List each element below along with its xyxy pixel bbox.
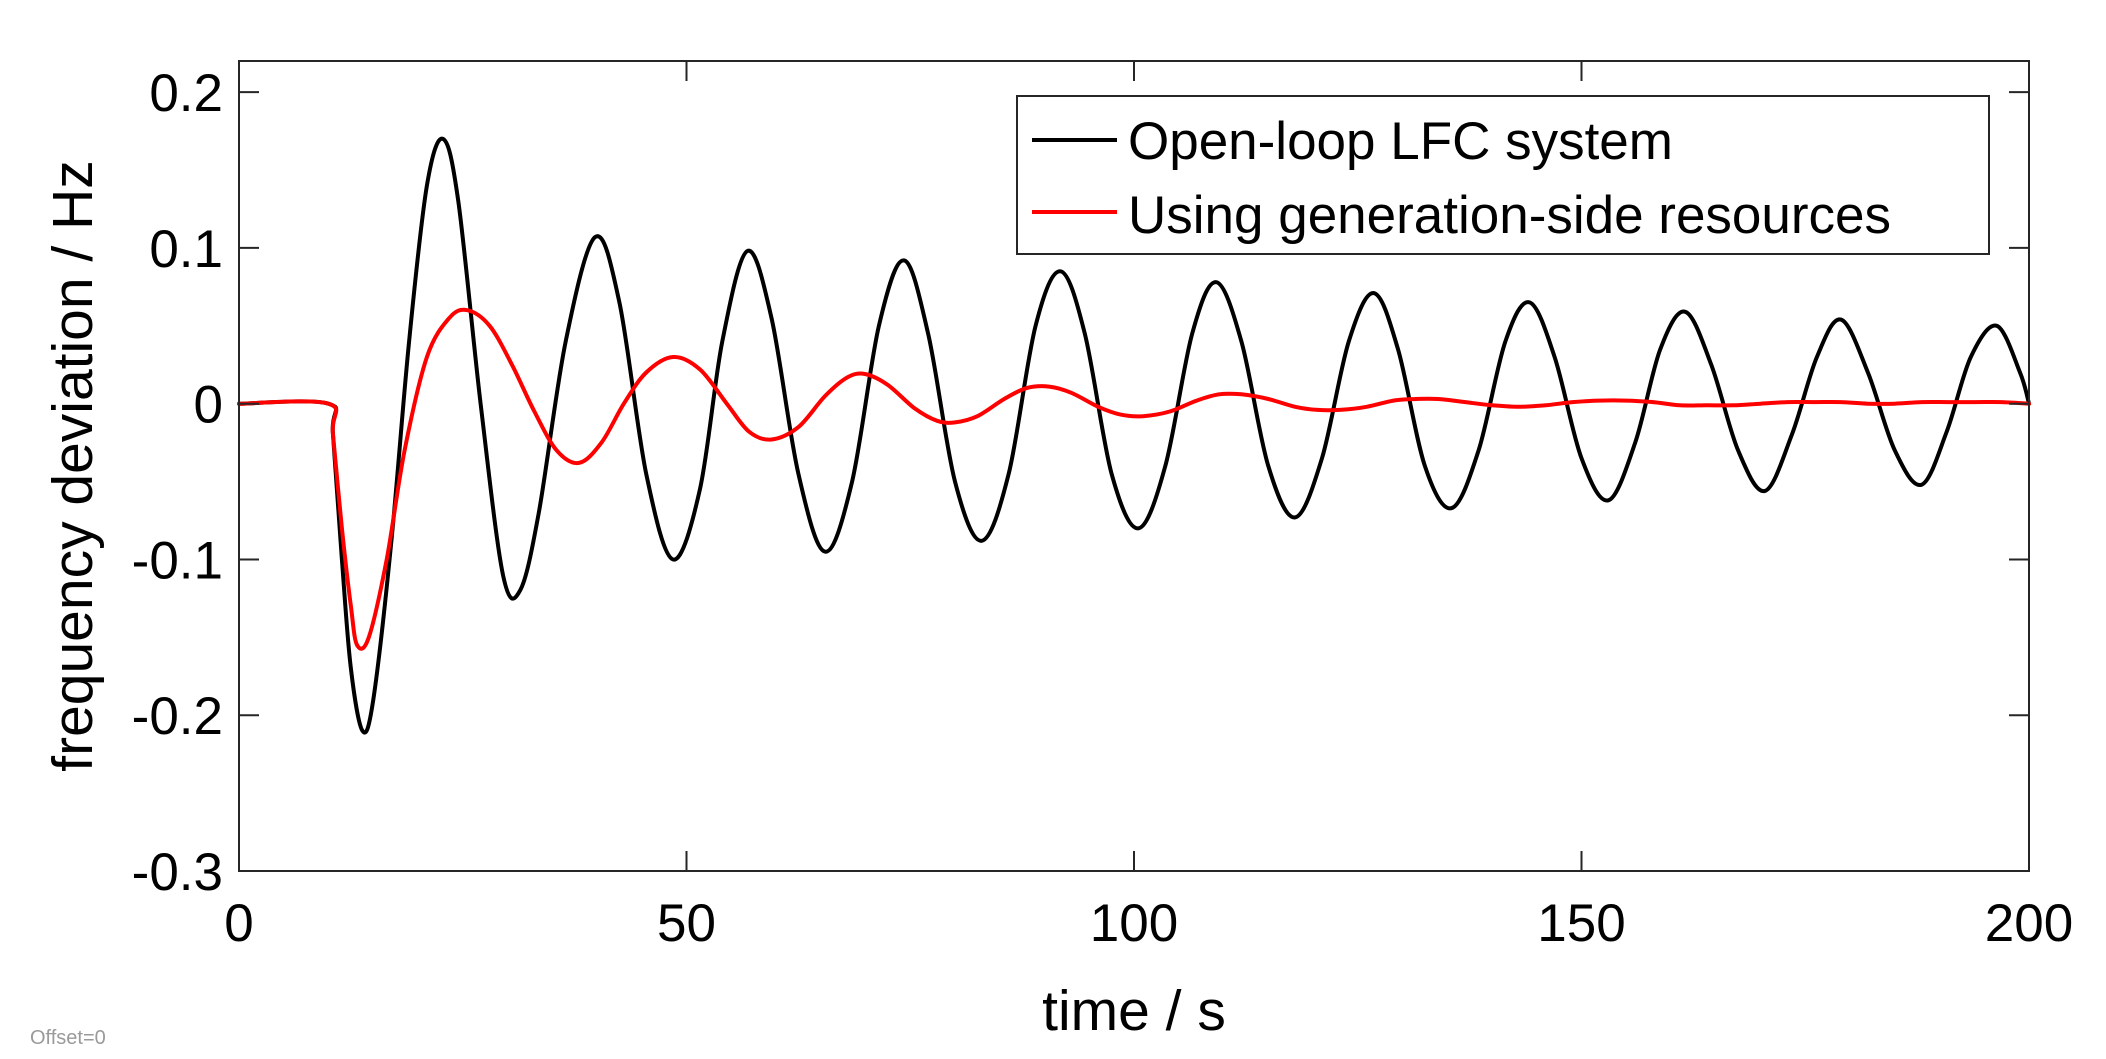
- ticks-layer: 0 50 100 150 200 -0.3 -0.2 -0.1 0 0.1 0.2: [132, 61, 2073, 953]
- legend-label-generation-side: Using generation-side resources: [1128, 186, 1891, 245]
- x-tick-label: 0: [224, 894, 253, 953]
- x-tick-label: 100: [1090, 894, 1178, 953]
- x-tick-label: 150: [1537, 894, 1625, 953]
- x-axis-title: time / s: [1042, 979, 1226, 1043]
- legend-label-open-loop: Open-loop LFC system: [1128, 112, 1673, 171]
- series-generation-side-line: [237, 307, 2031, 651]
- y-tick-label: -0.1: [132, 531, 223, 590]
- x-tick-label: 200: [1985, 894, 2073, 953]
- legend-box: [1016, 95, 1990, 255]
- y-tick-label: 0: [194, 376, 223, 435]
- series-open-loop-line: [237, 136, 2031, 735]
- series-layer: [237, 136, 2031, 735]
- y-axis-title: frequency deviation / Hz: [41, 160, 105, 772]
- y-tick-label: -0.3: [132, 843, 223, 902]
- offset-note: Offset=0: [30, 1027, 106, 1049]
- y-tick-label: 0.1: [149, 220, 223, 279]
- y-tick-label: 0.2: [149, 64, 223, 123]
- x-tick-label: 50: [657, 894, 716, 953]
- y-tick-label: -0.2: [132, 687, 223, 746]
- legend: Open-loop LFC system Using generation-si…: [1016, 95, 1990, 255]
